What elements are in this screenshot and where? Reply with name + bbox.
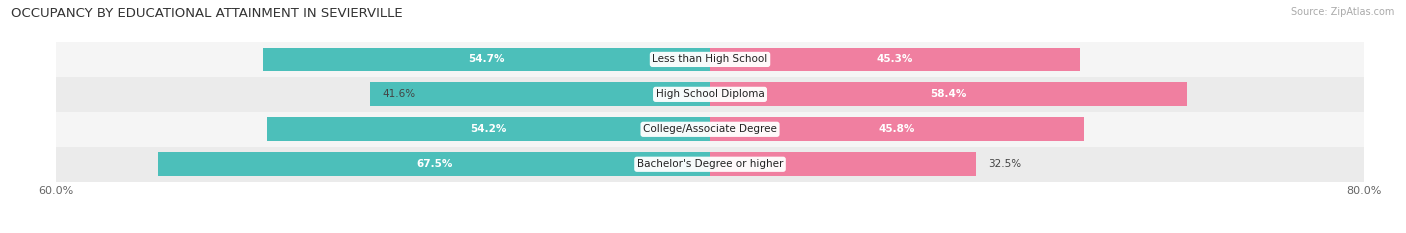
Text: High School Diploma: High School Diploma [655,89,765,99]
Text: Source: ZipAtlas.com: Source: ZipAtlas.com [1291,7,1395,17]
Text: OCCUPANCY BY EDUCATIONAL ATTAINMENT IN SEVIERVILLE: OCCUPANCY BY EDUCATIONAL ATTAINMENT IN S… [11,7,404,20]
Bar [710,152,976,176]
Bar [56,77,1364,112]
Bar [370,82,710,106]
Text: Less than High School: Less than High School [652,55,768,64]
Bar [263,48,710,71]
Text: 45.3%: 45.3% [877,55,914,64]
Bar [267,117,710,141]
Bar [710,117,1084,141]
Bar [710,48,1080,71]
Text: 58.4%: 58.4% [931,89,967,99]
Text: 41.6%: 41.6% [382,89,415,99]
Bar [159,152,710,176]
Text: 32.5%: 32.5% [988,159,1021,169]
Text: 45.8%: 45.8% [879,124,915,134]
Text: 54.2%: 54.2% [471,124,506,134]
Bar [56,42,1364,77]
Legend: Owner-occupied, Renter-occupied: Owner-occupied, Renter-occupied [596,230,824,233]
Bar [56,147,1364,182]
Text: Bachelor's Degree or higher: Bachelor's Degree or higher [637,159,783,169]
Text: College/Associate Degree: College/Associate Degree [643,124,778,134]
Bar [710,82,1187,106]
Text: 67.5%: 67.5% [416,159,453,169]
Bar [56,112,1364,147]
Text: 54.7%: 54.7% [468,55,505,64]
